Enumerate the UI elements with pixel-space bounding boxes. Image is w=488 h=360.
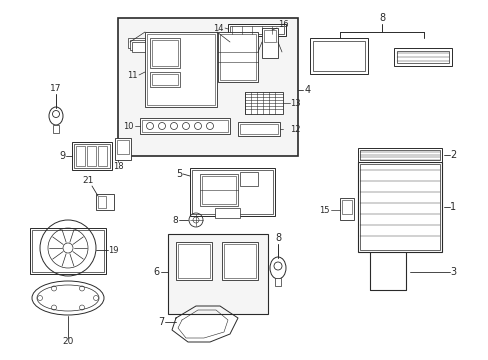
Text: 4: 4 xyxy=(305,85,310,95)
Bar xyxy=(150,38,180,68)
Bar xyxy=(115,138,131,160)
Bar xyxy=(147,34,215,105)
Bar xyxy=(32,230,104,272)
Bar xyxy=(96,194,114,210)
Bar xyxy=(238,122,280,136)
Bar xyxy=(87,146,96,166)
Bar xyxy=(222,242,258,280)
Text: 3: 3 xyxy=(449,267,455,277)
Bar xyxy=(244,92,283,114)
Bar xyxy=(393,48,451,66)
Text: 20: 20 xyxy=(62,338,74,346)
Bar xyxy=(202,176,236,204)
Bar xyxy=(359,164,439,250)
Bar xyxy=(357,148,441,162)
Bar xyxy=(264,30,275,42)
Bar xyxy=(98,146,107,166)
Text: 7: 7 xyxy=(158,317,163,327)
Bar xyxy=(152,74,178,85)
Text: 8: 8 xyxy=(172,216,178,225)
Text: 9: 9 xyxy=(59,151,65,161)
Bar xyxy=(357,162,441,252)
Bar xyxy=(192,170,272,214)
Text: 8: 8 xyxy=(378,13,384,23)
Bar xyxy=(178,244,209,278)
Bar xyxy=(140,118,229,134)
Bar xyxy=(118,18,297,156)
Text: 10: 10 xyxy=(123,122,134,131)
Bar xyxy=(130,40,184,50)
Ellipse shape xyxy=(49,107,63,125)
Bar xyxy=(76,146,85,166)
Ellipse shape xyxy=(269,257,285,279)
Bar xyxy=(240,172,258,186)
Bar xyxy=(30,228,106,274)
Bar xyxy=(274,278,281,286)
Text: 2: 2 xyxy=(449,150,455,160)
Bar xyxy=(74,144,110,168)
Text: 21: 21 xyxy=(82,176,94,185)
Bar xyxy=(152,40,178,66)
Bar xyxy=(72,142,112,170)
Bar xyxy=(227,24,285,36)
Ellipse shape xyxy=(32,281,104,315)
Text: 19: 19 xyxy=(108,246,118,255)
Bar xyxy=(168,234,267,314)
Bar xyxy=(359,150,439,160)
Text: 17: 17 xyxy=(50,84,61,93)
Bar xyxy=(341,200,351,214)
Bar xyxy=(200,174,238,206)
Bar xyxy=(150,72,180,87)
Text: 1: 1 xyxy=(449,202,455,212)
Bar xyxy=(262,28,278,58)
Bar xyxy=(145,32,217,107)
Text: 8: 8 xyxy=(274,233,281,243)
Bar xyxy=(128,38,183,48)
Text: 12: 12 xyxy=(289,125,300,134)
Bar xyxy=(229,26,284,34)
Bar xyxy=(218,32,258,82)
Text: 16: 16 xyxy=(278,19,288,28)
Bar xyxy=(53,125,59,133)
Bar xyxy=(142,120,227,132)
Bar xyxy=(224,244,256,278)
Text: 11: 11 xyxy=(127,71,138,80)
Text: 6: 6 xyxy=(154,267,160,277)
Bar xyxy=(220,34,256,80)
Bar xyxy=(215,208,240,218)
Bar xyxy=(312,41,364,71)
Ellipse shape xyxy=(37,285,99,311)
Bar xyxy=(117,140,129,154)
Bar xyxy=(339,198,353,220)
Bar xyxy=(176,242,212,280)
Text: 15: 15 xyxy=(319,206,329,215)
Bar xyxy=(309,38,367,74)
Bar xyxy=(132,42,186,52)
Bar xyxy=(240,124,278,134)
Text: 13: 13 xyxy=(289,99,300,108)
Text: 14: 14 xyxy=(213,23,224,32)
Bar xyxy=(396,51,448,63)
Bar xyxy=(190,168,274,216)
Text: 5: 5 xyxy=(175,169,182,179)
Text: 18: 18 xyxy=(112,162,123,171)
Bar xyxy=(98,196,106,208)
